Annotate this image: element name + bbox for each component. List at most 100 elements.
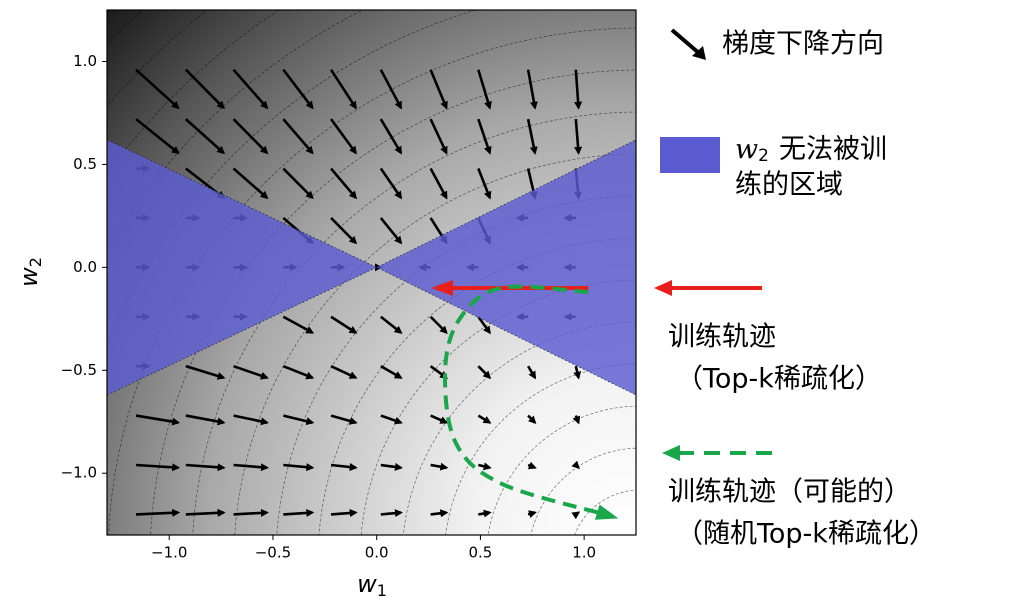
gradient-arrow bbox=[233, 463, 269, 472]
gradient-arrow bbox=[527, 510, 537, 518]
gradient-arrow bbox=[135, 508, 181, 517]
legend-region-label: 练的区域 bbox=[735, 170, 843, 201]
legend-trajectory-label: （Top-k稀疏化） bbox=[676, 364, 882, 395]
x-tick-label: 0.0 bbox=[365, 544, 389, 562]
legend-region-swatch bbox=[660, 137, 720, 173]
gradient-arrow bbox=[527, 414, 537, 425]
gradient-arrow bbox=[379, 217, 403, 245]
gradient-arrow bbox=[283, 414, 315, 426]
gradient-arrow bbox=[572, 415, 581, 425]
legend-trajectory-label: 训练轨迹 bbox=[668, 322, 776, 353]
gradient-arrow bbox=[574, 69, 583, 110]
gradient-arrow bbox=[573, 365, 582, 380]
x-tick-label: −0.5 bbox=[255, 544, 291, 562]
gradient-arrow bbox=[478, 509, 492, 518]
legend-arrow-icon bbox=[670, 28, 702, 56]
gradient-arrow bbox=[380, 365, 403, 379]
gradient-arrow bbox=[477, 168, 492, 200]
y-tick-label: −0.5 bbox=[61, 361, 97, 379]
gradient-arrow bbox=[184, 118, 226, 155]
gradient-arrow bbox=[135, 414, 181, 426]
legend-trajectory-head bbox=[662, 445, 680, 461]
gradient-arrow bbox=[330, 364, 358, 379]
gradient-arrow bbox=[429, 315, 448, 335]
gradient-arrow bbox=[185, 414, 226, 426]
gradient-arrow bbox=[135, 68, 180, 110]
gradient-arrow bbox=[232, 167, 269, 200]
legend-trajectory-head bbox=[654, 280, 672, 296]
legend: 梯度下降方向 w2 无法被训 练的区域 训练轨迹 （Top-k稀疏化） 训练轨迹（… bbox=[654, 28, 936, 550]
x-tick-label: −1.0 bbox=[151, 544, 187, 562]
gradient-arrow bbox=[282, 364, 315, 380]
gradient-arrow bbox=[477, 118, 492, 155]
gradient-arrow bbox=[477, 365, 492, 380]
gradient-arrow bbox=[477, 414, 492, 424]
gradient-arrow bbox=[574, 119, 583, 155]
gradient-arrow bbox=[429, 69, 448, 110]
gradient-arrow bbox=[429, 118, 448, 155]
gradient-arrow bbox=[380, 315, 403, 334]
gradient-arrow bbox=[282, 315, 315, 334]
gradient-arrow bbox=[526, 69, 538, 110]
axes: −1.0 −0.5 0.0 0.5 1.0 −1.0 −0.5 0.0 0.5 1.0 bbox=[61, 52, 597, 562]
gradient-arrow bbox=[477, 69, 492, 110]
x-tick-label: 1.0 bbox=[572, 544, 596, 562]
gradient-arrow bbox=[329, 118, 357, 155]
gradient-arrow bbox=[233, 508, 269, 517]
gradient-arrow bbox=[430, 509, 449, 518]
gradient-arrow bbox=[379, 69, 403, 110]
gradient-arrow bbox=[233, 414, 269, 426]
gradient-arrow bbox=[330, 463, 358, 472]
gradient-arrow bbox=[429, 167, 448, 200]
gradient-arrow bbox=[478, 462, 492, 471]
gradient-arrow bbox=[571, 460, 580, 470]
gradient-arrow bbox=[380, 414, 403, 425]
untrainable-region bbox=[107, 139, 636, 396]
gradient-arrow bbox=[430, 462, 449, 471]
y-tick-label: −1.0 bbox=[61, 464, 97, 482]
gradient-arrow bbox=[330, 167, 358, 200]
legend-quiver-label: 梯度下降方向 bbox=[722, 29, 884, 60]
gradient-arrow bbox=[282, 68, 314, 110]
gradient-arrow bbox=[232, 118, 269, 155]
y-axis-label: w2 bbox=[15, 257, 45, 287]
gradient-arrow bbox=[282, 118, 314, 155]
x-tick-label: 0.5 bbox=[468, 544, 492, 562]
gradient-arrow bbox=[282, 167, 314, 200]
gradient-arrow bbox=[571, 511, 581, 520]
gradient-arrow bbox=[380, 509, 403, 518]
legend-arrow-head bbox=[692, 46, 706, 60]
trajectory bbox=[443, 284, 619, 520]
gradient-arrow bbox=[135, 118, 180, 155]
gradient-arrow bbox=[185, 364, 226, 380]
gradient-arrow bbox=[283, 463, 315, 472]
gradient-arrow bbox=[379, 167, 403, 200]
gradient-arrow bbox=[330, 217, 358, 245]
y-tick-label: 0.0 bbox=[73, 258, 97, 276]
gradient-arrow bbox=[330, 315, 358, 334]
gradient-arrow bbox=[527, 365, 537, 380]
legend-trajectory-label: （随机Top-k稀疏化） bbox=[676, 519, 936, 550]
plot-frame bbox=[106, 9, 637, 536]
gradient-arrow bbox=[380, 462, 403, 471]
gradient-arrow bbox=[329, 68, 357, 110]
gradient-arrow bbox=[477, 316, 491, 335]
gradient-arrow bbox=[527, 461, 537, 470]
legend-trajectory-label: 训练轨迹（可能的） bbox=[668, 477, 911, 508]
x-axis-label: w1 bbox=[357, 570, 387, 600]
gradient-arrow bbox=[185, 508, 226, 517]
gradient-arrow bbox=[283, 508, 315, 517]
gradient-arrow bbox=[184, 68, 225, 110]
gradient-arrow bbox=[330, 509, 358, 517]
legend-region-label: w2 无法被训 bbox=[735, 134, 887, 167]
gradient-arrow bbox=[430, 414, 449, 424]
gradient-arrow bbox=[233, 364, 269, 380]
gradient-arrow bbox=[185, 463, 226, 472]
gradient-arrow bbox=[135, 463, 181, 472]
gradient-arrow bbox=[330, 414, 358, 425]
gradient-arrow bbox=[232, 68, 269, 110]
plot-area bbox=[107, 68, 636, 520]
y-tick-label: 1.0 bbox=[73, 52, 97, 70]
gradient-arrow bbox=[379, 118, 403, 155]
